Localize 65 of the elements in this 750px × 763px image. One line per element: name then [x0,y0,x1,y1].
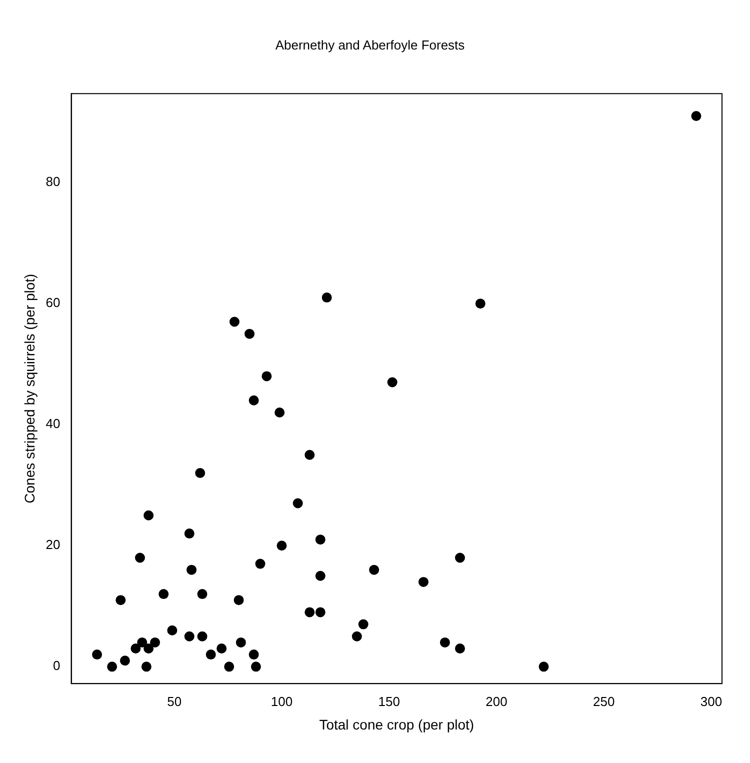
point [234,595,244,606]
point [418,576,428,587]
point [229,316,240,327]
point [197,589,208,600]
point [158,589,169,600]
point [150,637,160,648]
point [262,371,272,382]
x-tick-label: 250 [593,694,615,709]
chart-title: Abernethy and Aberfoyle Forests [275,37,466,52]
x-tick-label: 50 [167,694,182,709]
point [144,510,154,520]
y-tick-label: 0 [53,658,60,674]
point [195,468,206,478]
x-tick-label: 100 [270,694,293,709]
y-tick-label: 40 [46,416,60,432]
point [186,564,197,575]
point [454,644,465,654]
point [130,644,141,654]
point [141,662,152,672]
y-axis-title: Cones stripped by squirrels (per plot) [21,274,38,504]
point [475,298,486,309]
point [454,552,465,563]
point [206,650,216,660]
point [236,637,246,648]
point [224,662,234,672]
point [440,637,450,648]
point [107,662,118,672]
y-tick-label: 20 [46,537,60,552]
point [352,631,362,642]
point [322,292,332,303]
point [120,656,130,666]
point [304,607,315,618]
point [184,528,194,539]
y-tick-label: 80 [46,174,60,190]
x-tick-label: 300 [700,694,722,709]
point [387,377,398,388]
point [248,650,259,660]
x-tick-label: 200 [486,694,508,709]
point [274,408,285,418]
point [184,631,194,642]
x-tick-label: 150 [378,694,400,709]
point [304,450,315,460]
point [248,395,259,406]
point [369,564,380,575]
point [197,631,208,642]
point [144,644,154,654]
y-tick-label: 60 [46,295,60,310]
point [358,619,368,630]
point [276,540,287,551]
point [216,644,227,654]
point [538,662,549,672]
point [167,625,178,636]
point [315,570,326,581]
point [137,637,148,648]
point [691,110,702,121]
point [315,607,326,618]
point [134,552,145,563]
point [255,558,266,569]
point [315,534,326,545]
point [116,595,126,606]
point [250,662,261,672]
point [92,650,102,660]
point [244,328,255,339]
x-axis-title: Total cone crop (per plot) [319,716,474,732]
point [292,498,303,508]
